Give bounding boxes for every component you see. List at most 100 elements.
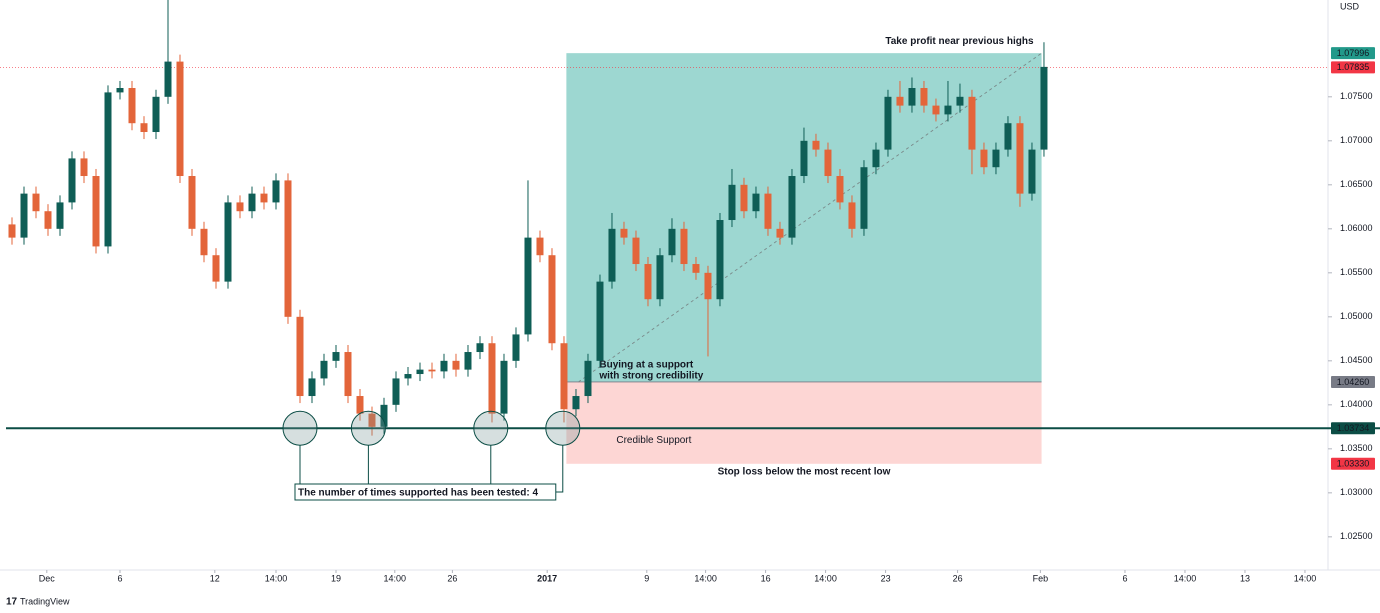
candle-body	[44, 211, 52, 229]
candle-body	[80, 158, 88, 177]
y-tick-label: 1.07500	[1340, 91, 1373, 101]
candle-body	[908, 88, 916, 106]
brand: TradingView	[20, 596, 70, 606]
candle-body	[728, 184, 736, 221]
candle-body	[752, 193, 760, 212]
candle-body	[872, 149, 880, 168]
price-tag-label: 1.03734	[1337, 423, 1370, 433]
candle-body	[296, 316, 304, 397]
candle-body	[788, 176, 796, 238]
x-tick-label: 14:00	[814, 573, 837, 583]
support-touch	[350, 410, 386, 446]
x-tick-label: 12	[210, 573, 220, 583]
candle-body	[104, 92, 112, 247]
candle-body	[440, 360, 448, 372]
candle-body	[860, 167, 868, 229]
price-tag	[1331, 457, 1375, 470]
x-tick-label: 13	[1240, 573, 1250, 583]
support-label: Credible Support	[616, 435, 691, 446]
price-tag-label: 1.04260	[1337, 377, 1370, 387]
candle-body	[272, 180, 280, 203]
candle-body	[704, 272, 712, 300]
candle-body	[392, 378, 400, 405]
y-tick-label: 1.06500	[1340, 179, 1373, 189]
candle-body	[152, 96, 160, 133]
candle-body	[452, 360, 460, 370]
x-tick-label: 14:00	[265, 573, 288, 583]
candle-body	[128, 88, 136, 124]
candle-body	[1028, 149, 1036, 194]
candle-body	[488, 343, 496, 414]
candle-body	[536, 237, 544, 256]
candle-body	[800, 140, 808, 177]
connector	[555, 445, 564, 493]
candle-body	[956, 96, 964, 106]
candle-body	[764, 193, 772, 229]
x-tick-label: Dec	[39, 573, 56, 583]
y-tick-label: 1.07000	[1340, 135, 1373, 145]
candle-body	[176, 61, 184, 177]
y-tick-label: 1.02500	[1340, 531, 1373, 541]
candle-body	[980, 149, 988, 168]
y-tick-label: 1.05000	[1340, 311, 1373, 321]
candle-body	[548, 255, 556, 344]
support-touch	[282, 410, 318, 446]
candle-body	[464, 352, 472, 370]
candle-body	[812, 140, 820, 150]
candle-body	[932, 105, 940, 115]
price-tag-label: 1.03330	[1337, 459, 1370, 469]
price-tag-label: 1.07996	[1337, 48, 1370, 58]
x-tick-label: 14:00	[384, 573, 407, 583]
candle-body	[896, 96, 904, 106]
candle-body	[656, 255, 664, 300]
candle-body	[716, 220, 724, 300]
x-tick-label: 23	[881, 573, 891, 583]
candle-body	[212, 255, 220, 282]
candle-body	[356, 396, 364, 414]
candle-body	[836, 176, 844, 203]
y-tick-label: 1.03500	[1340, 443, 1373, 453]
candle-body	[1040, 66, 1048, 150]
candle-body	[680, 228, 688, 265]
support-touch	[473, 410, 509, 446]
profit-zone	[566, 53, 1042, 382]
candle-body	[608, 228, 616, 282]
candle-body	[20, 193, 28, 238]
loss-zone	[566, 381, 1042, 464]
support-note: The number of times supported has been t…	[298, 488, 538, 499]
target-label: Take profit near previous highs	[885, 36, 1034, 47]
candle-body	[428, 369, 436, 372]
price-tag	[1331, 47, 1375, 60]
x-tick-label: Feb	[1033, 573, 1049, 583]
candle-body	[248, 193, 256, 212]
candle-body	[380, 404, 388, 427]
candle-body	[848, 202, 856, 229]
candle-body	[332, 352, 340, 361]
price-tag	[1331, 422, 1375, 435]
entry-label: Buying at a support	[599, 360, 694, 371]
y-tick-label: 1.06000	[1340, 223, 1373, 233]
y-tick-label: 1.04000	[1340, 399, 1373, 409]
candle-body	[308, 378, 316, 397]
candle-body	[200, 228, 208, 256]
x-tick-label: 19	[331, 573, 341, 583]
entry-label: with strong credibility	[598, 371, 703, 382]
x-tick-label: 26	[953, 573, 963, 583]
price-tag-label: 1.07835	[1337, 62, 1370, 72]
candle-body	[884, 96, 892, 150]
x-tick-label: 9	[644, 573, 649, 583]
candle-body	[68, 158, 76, 203]
candle-body	[584, 360, 592, 397]
x-tick-label: 14:00	[1294, 573, 1317, 583]
candle-body	[32, 193, 40, 212]
candle-body	[164, 61, 172, 97]
candle-body	[620, 228, 628, 238]
candle-body	[404, 374, 412, 379]
x-tick-label: 14:00	[694, 573, 717, 583]
candle-body	[512, 334, 520, 361]
candle-body	[344, 352, 352, 397]
candle-body	[692, 264, 700, 273]
stop-label: Stop loss below the most recent low	[718, 466, 891, 477]
